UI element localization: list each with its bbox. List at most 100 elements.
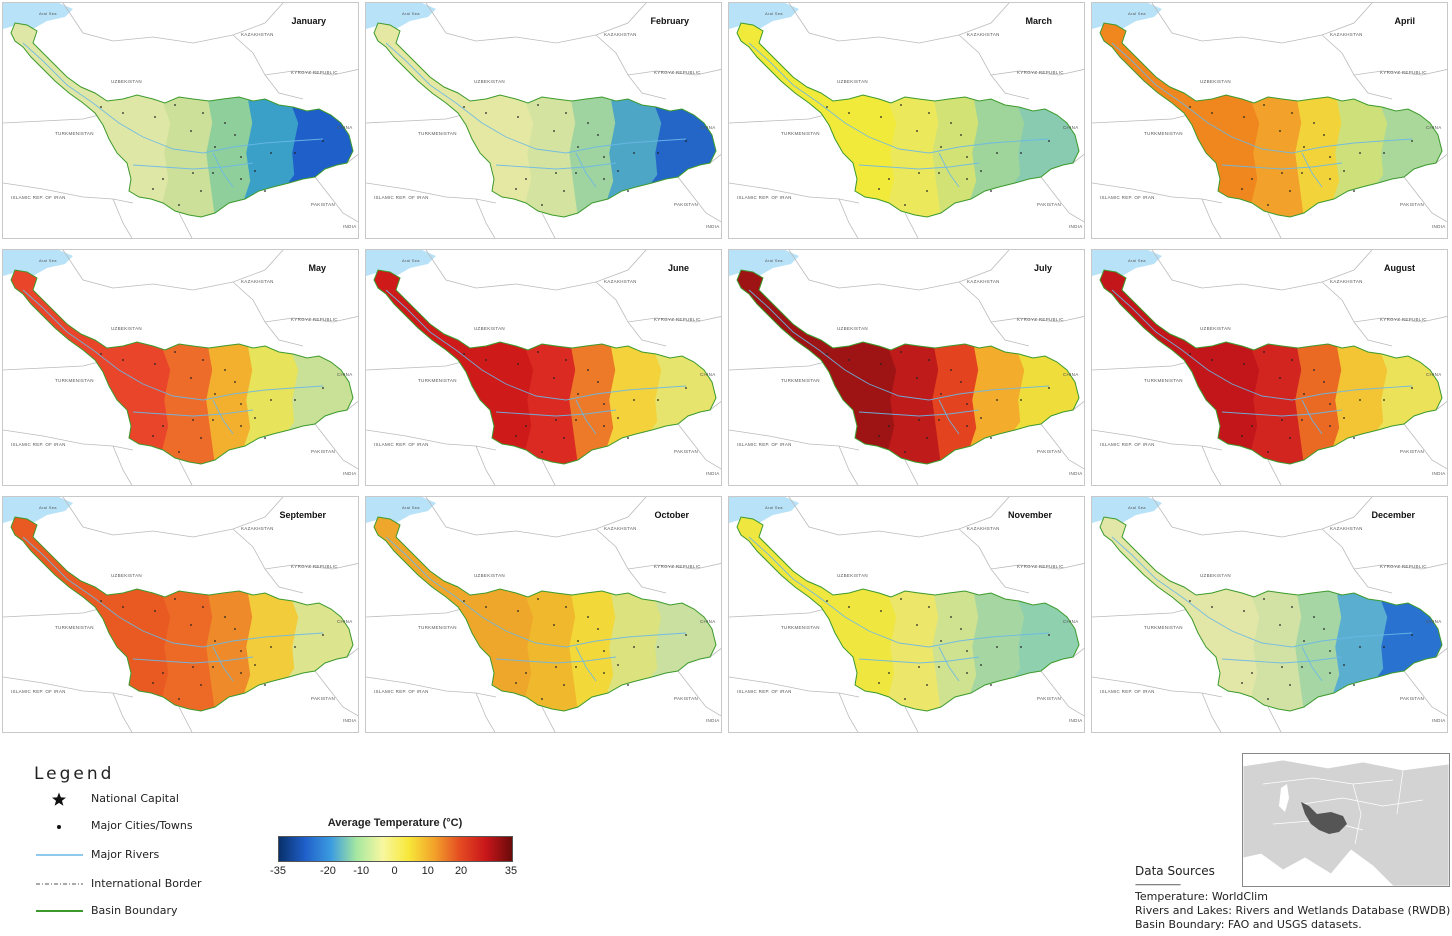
country-border <box>1353 74 1393 100</box>
city-dot <box>926 437 928 439</box>
city-dot <box>234 381 236 383</box>
city-dot <box>1289 437 1291 439</box>
city-dot <box>463 600 465 602</box>
country-label-kyrgyz: KYRGYZ REPUBLIC <box>1017 70 1064 75</box>
country-label-iran: ISLAMIC REP. OF IRAN <box>374 195 429 200</box>
city-dot <box>826 353 828 355</box>
city-dot <box>555 172 557 174</box>
map-panel-april: KAZAKHSTAN UZBEKISTAN KYRGYZ REPUBLIC TURKM… <box>1091 2 1448 239</box>
city-dot <box>565 112 567 114</box>
city-dot <box>154 610 156 612</box>
city-dot <box>541 698 543 700</box>
city-dot <box>1251 178 1253 180</box>
country-border <box>3 112 108 124</box>
city-dot <box>960 381 962 383</box>
country-label-india: INDIA <box>1432 718 1446 723</box>
country-label-india: INDIA <box>1432 224 1446 229</box>
city-dot <box>515 435 517 437</box>
city-dot <box>1289 190 1291 192</box>
city-dot <box>1329 425 1331 427</box>
basin-boundary <box>736 22 1080 218</box>
city-dot <box>848 359 850 361</box>
temperature-zone <box>1332 98 1389 201</box>
country-label-india: INDIA <box>1432 471 1446 476</box>
city-dot <box>1211 112 1213 114</box>
legend-label-border: International Border <box>91 877 202 890</box>
city-dot <box>485 606 487 608</box>
temperature-zone <box>1332 345 1389 448</box>
country-border <box>314 423 358 470</box>
basin-boundary <box>1099 22 1443 218</box>
aral-sea <box>1092 3 1162 29</box>
city-dot <box>1353 190 1355 192</box>
country-label-turkmenistan: TURKMENISTAN <box>781 378 820 383</box>
country-label-india: INDIA <box>343 224 357 229</box>
river <box>858 409 980 417</box>
city-dot <box>234 134 236 136</box>
temperature-field <box>374 517 716 711</box>
city-dot <box>577 640 579 642</box>
country-label-kyrgyz: KYRGYZ REPUBLIC <box>1380 564 1427 569</box>
colorbar-tick-label: 20 <box>454 865 468 877</box>
city-dot <box>190 130 192 132</box>
temperature-field <box>737 270 1079 464</box>
city-dot <box>1267 698 1269 700</box>
country-border <box>314 176 358 223</box>
city-dot <box>1329 178 1331 180</box>
panel-title-december: December <box>1371 510 1415 520</box>
city-dot <box>928 112 930 114</box>
country-border <box>366 182 497 204</box>
city-dot <box>1353 684 1355 686</box>
city-dot <box>587 122 589 124</box>
city-dot <box>617 417 619 419</box>
aral-sea <box>366 497 436 523</box>
border-symbol-icon <box>36 883 83 885</box>
country-border <box>1072 401 1084 411</box>
city-dot <box>178 204 180 206</box>
city-dot <box>587 369 589 371</box>
country-border <box>788 497 1010 538</box>
country-label-turkmenistan: TURKMENISTAN <box>55 131 94 136</box>
city-dot <box>240 425 242 427</box>
city-dot <box>1343 664 1345 666</box>
country-label-turkmenistan: TURKMENISTAN <box>1144 378 1183 383</box>
city-dot <box>577 146 579 148</box>
legend-label-river: Major Rivers <box>91 848 160 861</box>
river <box>495 656 617 664</box>
country-border <box>62 250 284 291</box>
city-dot <box>1267 204 1269 206</box>
city-dot <box>1241 435 1243 437</box>
country-border <box>1092 182 1223 204</box>
temperature-zone <box>1100 270 1261 451</box>
city-dot <box>264 684 266 686</box>
city-dot <box>996 646 998 648</box>
city-dot <box>878 188 880 190</box>
country-label-kyrgyz: KYRGYZ REPUBLIC <box>1017 564 1064 569</box>
country-label-uzbekistan: UZBEKISTAN <box>474 573 505 578</box>
panel-title-june: June <box>667 263 689 273</box>
colorbar-tick-label: 10 <box>421 865 434 877</box>
country-border <box>838 198 859 238</box>
country-label-uzbekistan: UZBEKISTAN <box>1200 79 1231 84</box>
aral-sea <box>729 497 799 523</box>
city-dot <box>1313 369 1315 371</box>
city-dot <box>240 178 242 180</box>
city-dot <box>1343 417 1345 419</box>
city-dot <box>1048 387 1050 389</box>
country-label-pakistan: PAKISTAN <box>674 449 698 454</box>
legend-panel: Legend National Capital Major Cities/Town… <box>0 740 1452 936</box>
country-border <box>729 359 834 371</box>
city-dot <box>322 140 324 142</box>
city-dot <box>162 672 164 674</box>
map-svg-march: KAZAKHSTAN UZBEKISTAN KYRGYZ REPUBLIC TURKM… <box>729 3 1084 238</box>
aral-sea <box>3 250 73 276</box>
country-label-iran: ISLAMIC REP. OF IRAN <box>737 195 792 200</box>
city-dot <box>214 146 216 148</box>
country-label-china: CHINA <box>1063 125 1079 130</box>
country-border <box>990 568 1030 594</box>
temperature-zone <box>243 592 300 695</box>
panel-title-january: January <box>291 16 326 26</box>
country-label-iran: ISLAMIC REP. OF IRAN <box>11 195 66 200</box>
country-label-uzbekistan: UZBEKISTAN <box>1200 326 1231 331</box>
country-label-china: CHINA <box>337 619 353 624</box>
